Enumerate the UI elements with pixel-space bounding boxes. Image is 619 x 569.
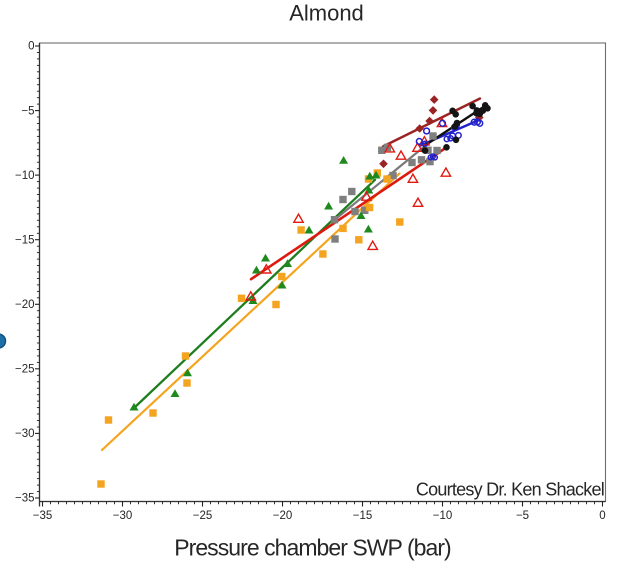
svg-text:−20: −20 — [15, 299, 35, 311]
svg-text:Almond: Almond — [289, 1, 364, 26]
svg-text:−30: −30 — [15, 428, 35, 440]
svg-text:−25: −25 — [15, 364, 35, 376]
svg-text:−10: −10 — [433, 510, 453, 522]
svg-text:−20: −20 — [273, 510, 293, 522]
svg-text:−15: −15 — [15, 234, 35, 246]
svg-text:−35: −35 — [33, 510, 53, 522]
svg-text:−35: −35 — [15, 493, 35, 505]
svg-text:Pressure chamber SWP (bar): Pressure chamber SWP (bar) — [174, 535, 451, 561]
svg-text:−25: −25 — [193, 510, 213, 522]
svg-text:0: 0 — [599, 510, 605, 522]
svg-text:−5: −5 — [21, 105, 34, 117]
svg-text:−30: −30 — [113, 510, 133, 522]
svg-text:Courtesy Dr. Ken Shackel: Courtesy Dr. Ken Shackel — [416, 480, 604, 500]
svg-text:−5: −5 — [516, 510, 529, 522]
svg-text:−10: −10 — [15, 170, 35, 182]
svg-text:−15: −15 — [353, 510, 373, 522]
svg-text:0: 0 — [28, 41, 34, 53]
